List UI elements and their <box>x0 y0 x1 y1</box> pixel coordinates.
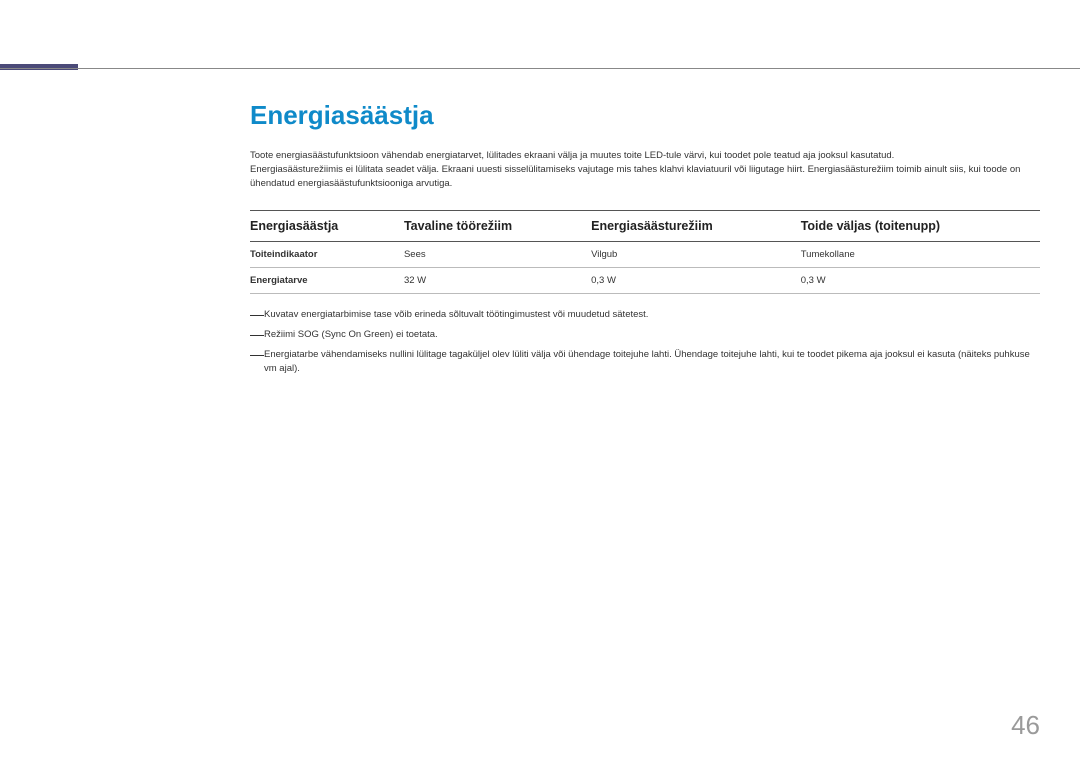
note-item: ― Režiimi SOG (Sync On Green) ei toetata… <box>250 328 1040 342</box>
note-item: ― Energiatarbe vähendamiseks nullini lül… <box>250 348 1040 376</box>
notes-list: ― Kuvatav energiatarbimise tase võib eri… <box>250 308 1040 375</box>
cell: Tumekollane <box>801 242 1040 268</box>
cell: 0,3 W <box>801 268 1040 294</box>
intro-line: Energiasäästurežiimis ei lülitata seadet… <box>250 163 1040 191</box>
intro-line: Toote energiasäästufunktsioon vähendab e… <box>250 149 1040 163</box>
cell: Vilgub <box>591 242 801 268</box>
accent-bar <box>0 64 78 70</box>
col-header: Tavaline töörežiim <box>404 211 591 242</box>
intro-paragraph: Toote energiasäästufunktsioon vähendab e… <box>250 149 1040 190</box>
note-text: Kuvatav energiatarbimise tase võib erine… <box>264 308 1040 322</box>
col-header: Toide väljas (toitenupp) <box>801 211 1040 242</box>
energy-table: Energiasäästja Tavaline töörežiim Energi… <box>250 210 1040 294</box>
note-item: ― Kuvatav energiatarbimise tase võib eri… <box>250 308 1040 322</box>
page-content: Energiasäästja Toote energiasäästufunkts… <box>250 100 1040 381</box>
table-header-row: Energiasäästja Tavaline töörežiim Energi… <box>250 211 1040 242</box>
table-row: Energiatarve 32 W 0,3 W 0,3 W <box>250 268 1040 294</box>
row-label: Energiatarve <box>250 268 404 294</box>
table-row: Toiteindikaator Sees Vilgub Tumekollane <box>250 242 1040 268</box>
col-header: Energiasäästja <box>250 211 404 242</box>
note-text: Režiimi SOG (Sync On Green) ei toetata. <box>264 328 1040 342</box>
dash-icon: ― <box>250 327 264 341</box>
cell: 32 W <box>404 268 591 294</box>
cell: 0,3 W <box>591 268 801 294</box>
row-label: Toiteindikaator <box>250 242 404 268</box>
note-text: Energiatarbe vähendamiseks nullini lülit… <box>264 348 1040 376</box>
dash-icon: ― <box>250 307 264 321</box>
col-header: Energiasäästurežiim <box>591 211 801 242</box>
dash-icon: ― <box>250 347 264 361</box>
page-number: 46 <box>1011 710 1040 741</box>
cell: Sees <box>404 242 591 268</box>
top-rule <box>0 68 1080 69</box>
page-title: Energiasäästja <box>250 100 1040 131</box>
